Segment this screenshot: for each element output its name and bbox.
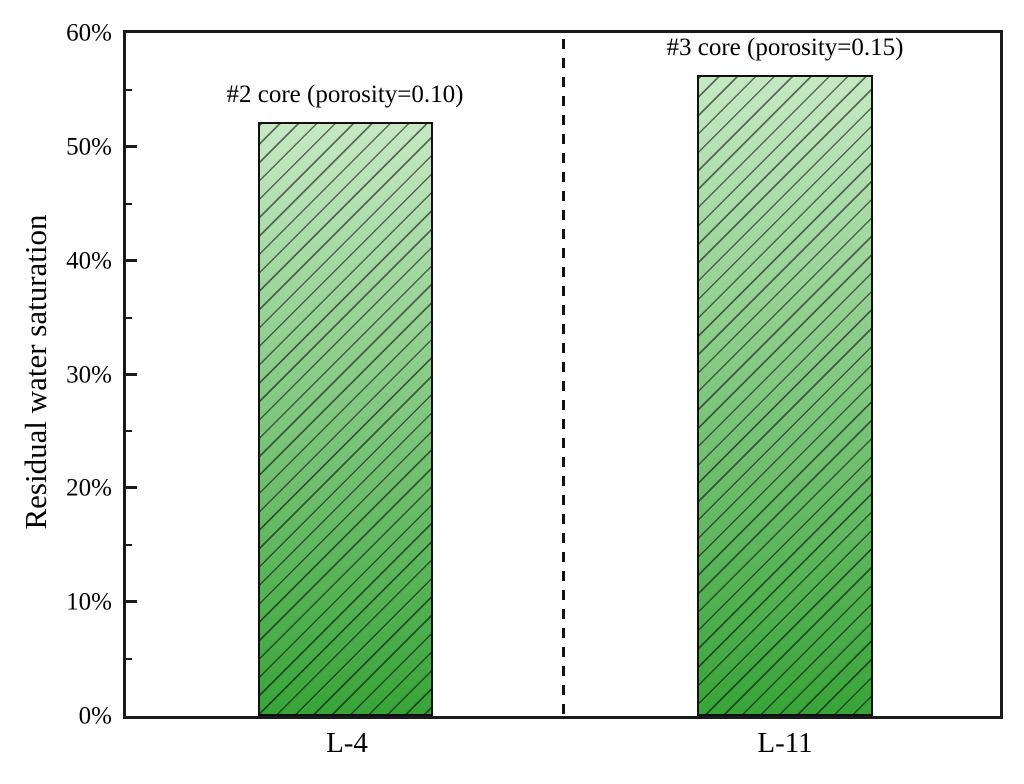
y-tick-label: 30% xyxy=(66,361,112,388)
y-tick-label: 0% xyxy=(78,702,112,730)
x-tick-label: L-4 xyxy=(326,727,368,759)
y-tick-label: 60% xyxy=(66,19,112,47)
y-minor-tick xyxy=(126,544,132,547)
y-major-tick xyxy=(126,600,137,604)
plot-area: #2 core (porosity=0.10) #3 core (porosit… xyxy=(123,30,1003,719)
y-major-tick xyxy=(126,372,137,376)
bar xyxy=(258,121,433,716)
separator-dashed-line xyxy=(561,39,565,716)
y-minor-tick xyxy=(126,88,132,91)
y-minor-tick xyxy=(126,658,132,661)
bar-annotation: #2 core (porosity=0.10) xyxy=(226,81,464,109)
y-minor-tick xyxy=(126,430,132,433)
bar-annotation: #3 core (porosity=0.15) xyxy=(666,34,904,62)
bar xyxy=(697,75,873,716)
y-minor-tick xyxy=(126,202,132,205)
y-tick-label: 50% xyxy=(66,133,112,161)
y-major-tick xyxy=(126,144,137,148)
y-major-tick xyxy=(126,258,137,262)
plot-inner: #2 core (porosity=0.10) #3 core (porosit… xyxy=(126,33,1000,716)
y-tick-labels: 0% 10% 20% 30% 40% 50% 60% xyxy=(0,21,112,729)
y-major-tick xyxy=(126,486,137,490)
y-tick-label: 10% xyxy=(66,588,112,616)
y-minor-tick xyxy=(126,316,132,319)
y-tick-label: 40% xyxy=(66,247,112,275)
x-tick-label: L-11 xyxy=(757,727,813,759)
y-tick-label: 20% xyxy=(66,474,112,502)
